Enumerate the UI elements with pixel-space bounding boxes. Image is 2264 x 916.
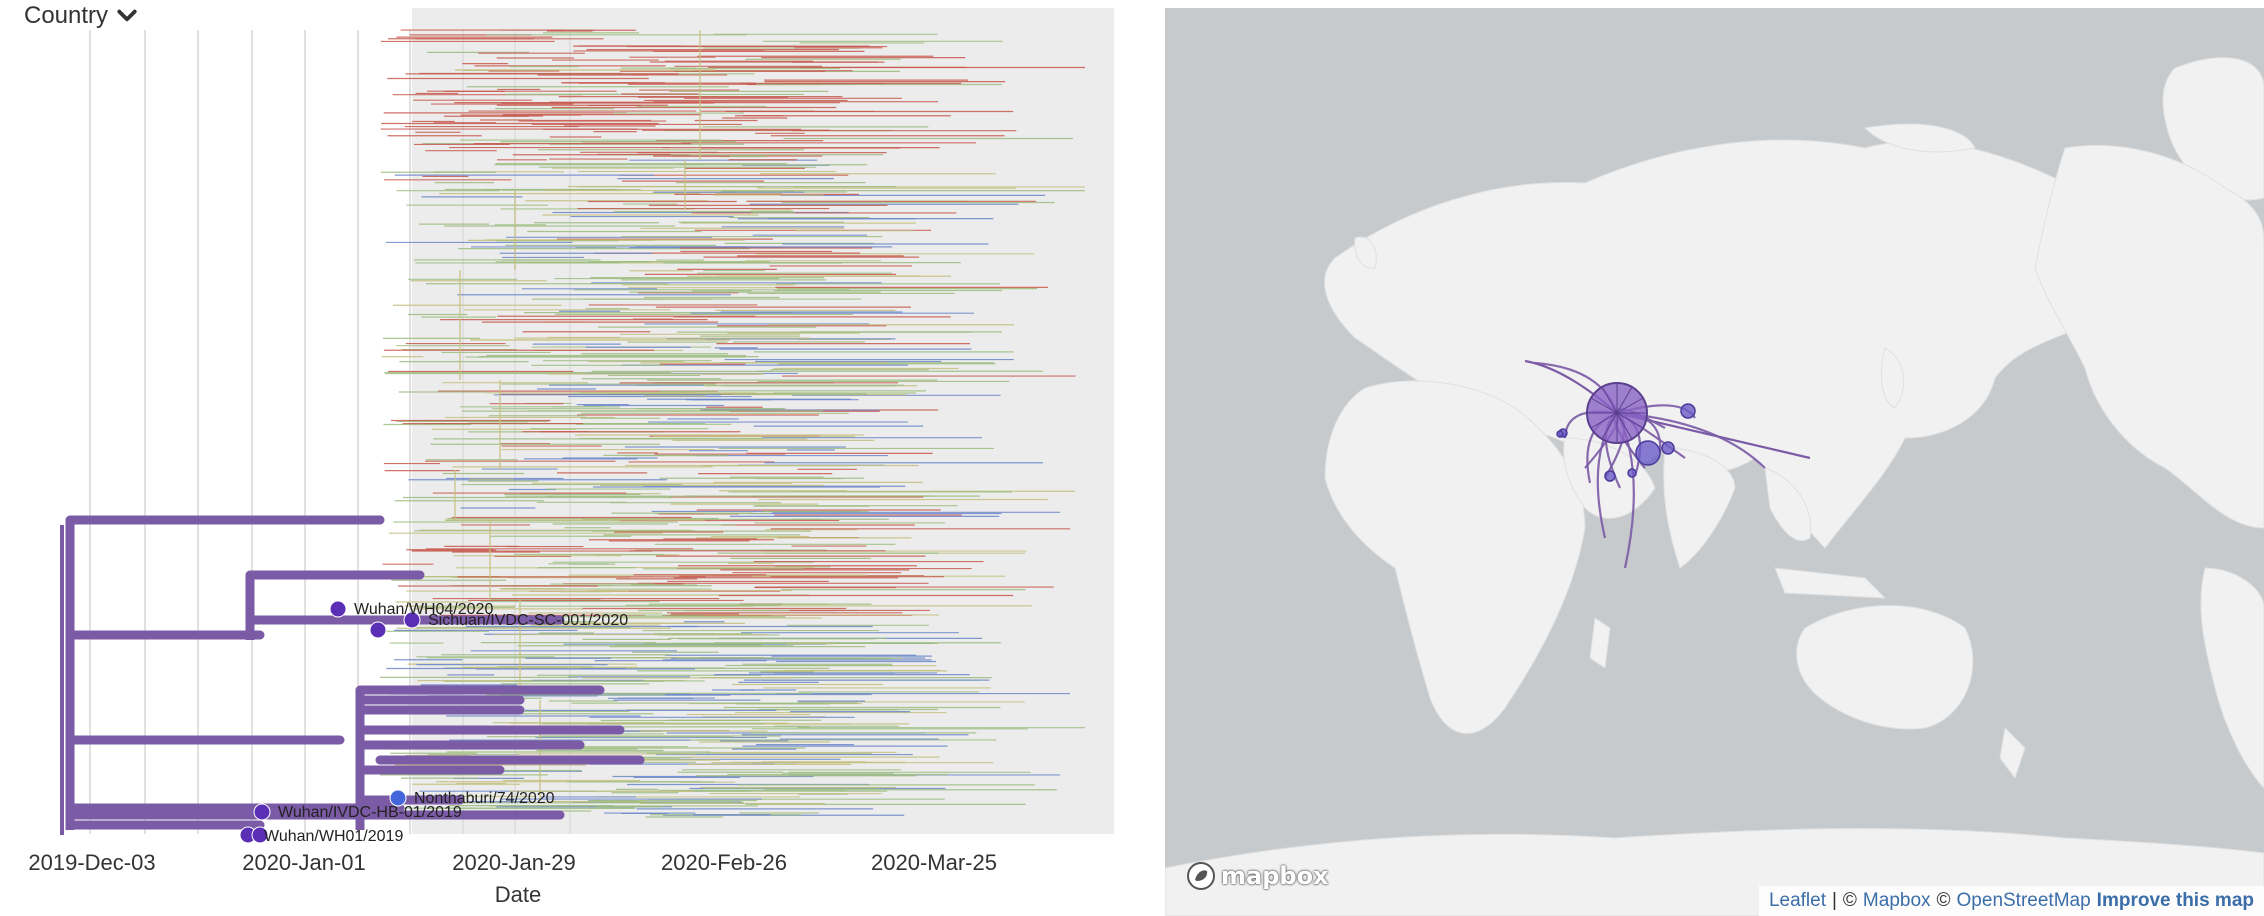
country-bubble[interactable] [1627, 468, 1637, 478]
tree-tip[interactable] [369, 621, 387, 639]
mapbox-icon [1187, 862, 1215, 890]
color-by-dropdown[interactable]: Country [24, 0, 138, 32]
india-landmass [1663, 447, 1736, 569]
bubble-divider [1616, 386, 1633, 414]
bubble-divider [1601, 386, 1618, 414]
tip-label: Wuhan/WH01/2019 [264, 828, 403, 845]
tree-tip[interactable] [253, 803, 271, 821]
tree-tip[interactable] [251, 826, 269, 844]
tree-tip[interactable] [329, 600, 347, 618]
phylogeny-panel: Wuhan/WH04/2020 Sichuan/IVDC-SC-001/2020 N… [0, 0, 1130, 916]
north-america-landmass [1863, 123, 2264, 529]
chevron-down-icon [117, 9, 137, 22]
x-tick-label: 2020-Feb-26 [661, 850, 787, 875]
x-tick-label: 2020-Jan-01 [242, 850, 366, 875]
tip-label: Wuhan/IVDC-HB-01/2019 [278, 804, 462, 821]
bubble-divider [1590, 412, 1618, 429]
indonesia-landmass [1774, 567, 1887, 599]
tree-tip[interactable] [403, 611, 421, 629]
x-tick-label: 2020-Mar-25 [871, 850, 997, 875]
southeast-asia-landmass [1764, 467, 1812, 542]
mapbox-logo[interactable]: mapbox [1185, 860, 1329, 892]
x-tick-label: 2019-Dec-03 [28, 850, 155, 875]
case-bubbles[interactable] [1556, 382, 1696, 482]
japan-landmass [1880, 347, 1905, 409]
south-america-landmass [2200, 567, 2264, 789]
map-attribution: Leaflet | © Mapbox © OpenStreetMap Impro… [1758, 886, 2264, 916]
mapbox-logo-text: mapbox [1221, 862, 1329, 890]
color-by-label: Country [24, 2, 109, 29]
tree-branches[interactable] [60, 29, 1085, 835]
madagascar-landmass [1589, 617, 1611, 669]
country-bubble[interactable] [1635, 440, 1661, 466]
britain-landmass [1354, 236, 1377, 269]
country-bubble[interactable] [1604, 470, 1616, 482]
map-panel[interactable]: mapbox Leaflet | © Mapbox © OpenStreetMa… [1165, 8, 2264, 916]
world-map[interactable] [1165, 8, 2264, 916]
bubble-divider [1616, 412, 1644, 429]
mapbox-link[interactable]: Mapbox [1862, 890, 1931, 911]
openstreetmap-link[interactable]: OpenStreetMap [1956, 890, 2091, 911]
leaflet-link[interactable]: Leaflet [1768, 890, 1826, 911]
australia-landmass [1796, 605, 1974, 730]
copyright-symbol: © [1936, 890, 1951, 911]
copyright-symbol: © [1842, 890, 1857, 911]
bubble-divider [1616, 397, 1644, 414]
tip-label: Sichuan/IVDC-SC-001/2020 [428, 612, 628, 629]
africa-landmass [1324, 380, 1586, 734]
x-tick-label: 2020-Jan-29 [452, 850, 576, 875]
attribution-separator: | [1831, 890, 1837, 911]
country-bubble[interactable] [1556, 430, 1564, 438]
land-masses [1165, 57, 2264, 916]
tree-tip[interactable] [389, 789, 407, 807]
tip-label: Wuhan/WH04/2020 [354, 601, 493, 618]
x-axis-label: Date [495, 882, 541, 907]
bubble-divider [1616, 412, 1633, 440]
country-bubble[interactable] [1680, 403, 1696, 419]
new-zealand-landmass [1999, 726, 2026, 780]
improve-map-link[interactable]: Improve this map [2096, 890, 2254, 911]
bubble-divider [1601, 412, 1618, 440]
bubble-divider [1590, 397, 1618, 414]
country-bubble[interactable] [1661, 441, 1675, 455]
tip-label: Nonthaburi/74/2020 [414, 790, 555, 807]
